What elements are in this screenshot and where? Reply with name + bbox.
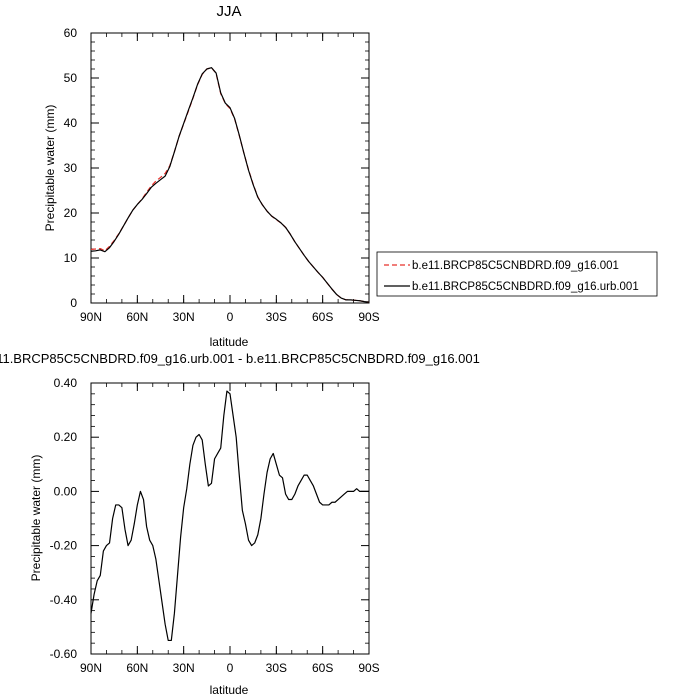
bottom-y-tick-label: -0.40 [50, 593, 78, 607]
bottom-x-tick-label: 30S [266, 661, 287, 675]
bottom-x-tick-label: 90N [80, 661, 102, 675]
top-y-tick-label: 60 [64, 26, 78, 40]
bottom-x-tick-label: 0 [227, 661, 234, 675]
bottom-x-axis-label: latitude [210, 683, 249, 697]
bottom-chart-title: b.e11.BRCP85C5CNBDRD.f09_g16.urb.001 - b… [0, 351, 480, 366]
bottom-y-axis-label: Precipitable water (mm) [29, 455, 43, 582]
top-y-tick-label: 0 [70, 296, 77, 310]
top-plot-frame [90, 32, 370, 304]
legend: b.e11.BRCP85C5CNBDRD.f09_g16.001 b.e11.B… [376, 251, 658, 297]
bottom-x-tick-label: 90S [358, 661, 379, 675]
bottom-y-tick-label: 0.00 [54, 484, 78, 498]
bottom-plot-frame [90, 382, 370, 655]
bottom-x-tick-label: 60S [312, 661, 333, 675]
top-chart-title: JJA [216, 3, 241, 20]
bottom-y-tick-label: 0.20 [54, 430, 78, 444]
top-y-tick-label: 20 [64, 206, 78, 220]
top-x-tick-label: 60N [126, 310, 148, 324]
top-y-axis-label: Precipitable water (mm) [43, 105, 57, 232]
top-x-tick-label: 30S [266, 310, 287, 324]
legend-label-series-2: b.e11.BRCP85C5CNBDRD.f09_g16.urb.001 [412, 281, 639, 293]
top-x-axis-label: latitude [210, 335, 249, 349]
bottom-y-tick-label: 0.40 [54, 376, 78, 390]
bottom-x-tick-label: 30N [173, 661, 195, 675]
bottom-y-tick-label: -0.60 [50, 647, 78, 661]
bottom-series-line-1 [90, 390, 369, 642]
top-y-tick-label: 30 [64, 161, 78, 175]
top-y-tick-label: 40 [64, 116, 78, 130]
top-panel: JJA Precipitable water (mm) latitude 90N… [43, 3, 658, 349]
bottom-x-tick-label: 60N [126, 661, 148, 675]
top-x-tick-label: 30N [173, 310, 195, 324]
top-y-tick-label: 10 [64, 251, 78, 265]
legend-label-series-1: b.e11.BRCP85C5CNBDRD.f09_g16.001 [412, 260, 619, 272]
bottom-plot-area: 90N 60N 30N 0 30S 60S 90S -0.60 -0.40 -0.20 0.00 0.… [50, 376, 380, 675]
bottom-panel: b.e11.BRCP85C5CNBDRD.f09_g16.urb.001 - b… [0, 351, 480, 697]
top-x-tick-label: 0 [227, 310, 234, 324]
bottom-y-tick-label: -0.20 [50, 539, 78, 553]
top-plot-area: 90N 60N 30N 0 30S 60S 90S 0 10 20 30 40 50 60 [64, 26, 380, 324]
top-x-tick-label: 60S [312, 310, 333, 324]
top-x-tick-label: 90S [358, 310, 379, 324]
top-series-line-2 [90, 67, 370, 303]
top-y-tick-label: 50 [64, 71, 78, 85]
top-x-tick-label: 90N [80, 310, 102, 324]
legend-box [376, 251, 658, 297]
top-series-line-1 [90, 67, 370, 303]
